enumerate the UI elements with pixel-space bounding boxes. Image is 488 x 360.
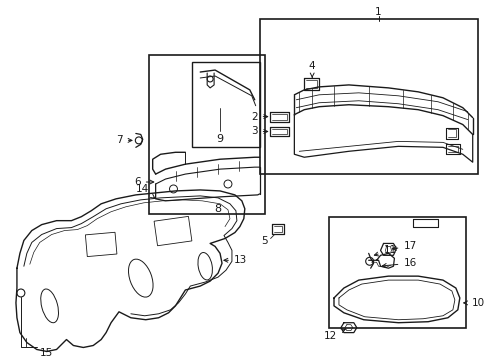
Text: 15: 15 [40, 348, 53, 359]
Bar [192, 62, 259, 147]
Text: 13: 13 [224, 255, 246, 265]
Text: 8: 8 [214, 204, 221, 214]
Text: 17: 17 [391, 242, 416, 251]
Bar [154, 216, 191, 246]
Text: 12: 12 [323, 329, 345, 341]
Text: 16: 16 [382, 258, 416, 268]
Text: 14: 14 [135, 184, 155, 198]
Text: 1: 1 [374, 6, 381, 17]
Text: 4: 4 [308, 61, 315, 77]
Text: 9: 9 [216, 134, 223, 144]
Text: 3: 3 [250, 126, 267, 136]
Text: 2: 2 [250, 112, 267, 122]
Text: 7: 7 [116, 135, 132, 145]
Text: 6: 6 [134, 177, 153, 187]
Bar [328, 217, 465, 328]
Bar [148, 55, 264, 214]
Text: 11: 11 [374, 246, 396, 256]
Bar [85, 232, 117, 257]
Bar [259, 18, 477, 174]
Text: 5: 5 [261, 237, 267, 247]
Text: 10: 10 [463, 298, 484, 308]
